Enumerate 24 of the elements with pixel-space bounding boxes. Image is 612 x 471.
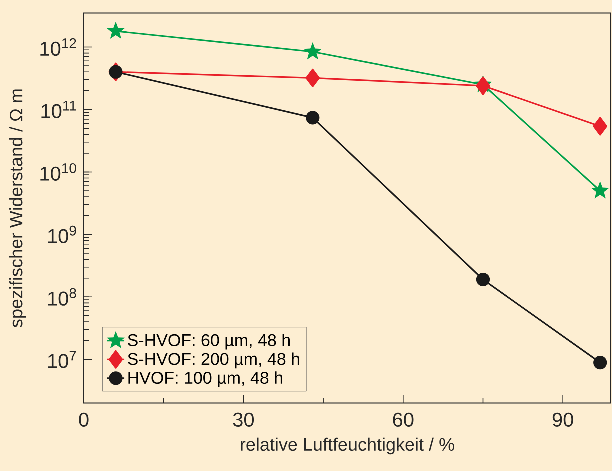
legend-label: HVOF: 100 µm, 48 h [128,372,282,388]
y-tick-label: 10$^{12}$ [40,38,76,56]
x-tick-label: 90 [552,412,574,427]
x-tick-label: 30 [233,412,254,427]
point [109,65,123,79]
x-tick-label: 0 [79,412,89,427]
y-tick-label: 10$^{9}$ [48,226,76,244]
x-axis-title: relative Luftfeuchtigkeit / % [241,438,454,455]
point [593,117,608,136]
x-tick-label: 60 [393,412,414,427]
y-tick-label: 10$^{7}$ [48,350,76,368]
point [306,68,320,88]
y-tick-label: 10$^{11}$ [42,101,76,118]
point [594,356,608,370]
y-tick-label: 10$^{8}$ [48,288,76,306]
point [476,272,490,287]
y-axis-title: spezifischer Widerstand / Ω m [10,90,26,328]
legend-label: S-HVOF: 200 µm, 48 h [128,352,300,369]
point [306,111,320,125]
legend-label: S-HVOF: 60 µm, 48 h [128,334,290,350]
point [591,182,610,199]
y-tick-label: 10$^{10}$ [40,163,76,181]
point [106,22,125,40]
point [304,42,322,60]
